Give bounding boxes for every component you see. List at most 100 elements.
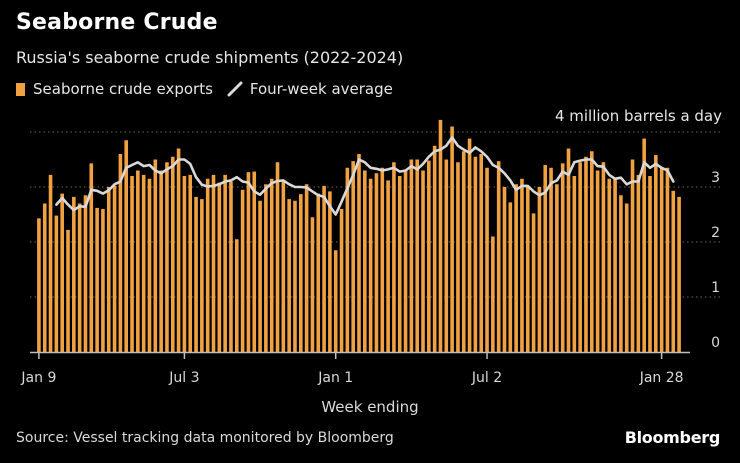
bar <box>415 159 420 352</box>
bar <box>485 167 489 352</box>
bar <box>450 126 454 352</box>
bar <box>543 165 548 352</box>
bar <box>223 174 227 352</box>
bar <box>205 178 210 352</box>
y-tick-label: 2 <box>711 225 720 241</box>
bar <box>275 162 280 352</box>
bar <box>624 203 629 352</box>
bar <box>287 199 291 352</box>
bar <box>106 187 111 352</box>
legend-average-label: Four-week average <box>249 80 393 98</box>
bar <box>165 162 169 352</box>
bar <box>368 178 373 352</box>
bar <box>339 209 344 352</box>
bar <box>258 200 262 352</box>
bar <box>217 182 222 352</box>
bar <box>159 170 163 352</box>
bar <box>427 160 431 352</box>
bar <box>531 213 536 352</box>
x-tick-label: Jul 2 <box>471 370 502 386</box>
bar <box>42 203 47 352</box>
x-axis-title: Week ending <box>321 398 419 416</box>
bar <box>572 176 577 352</box>
bar <box>560 163 565 352</box>
bar <box>654 155 658 352</box>
bar <box>421 170 425 352</box>
bar <box>549 167 553 352</box>
x-tick-label: Jan 1 <box>317 370 353 386</box>
bar <box>659 167 664 352</box>
bar <box>200 199 204 352</box>
bar <box>147 178 152 352</box>
bar <box>363 170 367 352</box>
bar <box>351 161 355 352</box>
bar <box>66 229 70 352</box>
bar <box>607 178 612 352</box>
bar <box>473 156 478 352</box>
bar <box>304 184 309 352</box>
source-note: Source: Vessel tracking data monitored b… <box>16 430 394 446</box>
bar <box>508 202 513 352</box>
bar <box>636 174 641 352</box>
bar <box>578 162 582 352</box>
bar <box>374 173 379 352</box>
y-tick-label: 0 <box>711 335 720 351</box>
x-tick-label: Jan 9 <box>20 370 56 386</box>
bar <box>269 178 274 352</box>
bar <box>555 184 559 352</box>
bar <box>130 176 134 352</box>
bar <box>54 215 59 352</box>
bar <box>77 203 82 352</box>
bar <box>677 196 681 352</box>
legend-item-average: Four-week average <box>227 80 393 98</box>
bar <box>409 159 414 352</box>
chart-title: Seaborne Crude <box>16 10 218 35</box>
legend: Seaborne crude exports Four-week average <box>16 80 407 98</box>
bar <box>456 162 460 352</box>
bar <box>141 174 146 352</box>
bar <box>83 195 88 352</box>
bar <box>665 167 670 352</box>
bloomberg-logo: Bloomberg <box>624 428 721 447</box>
bar <box>601 162 606 352</box>
bar <box>333 250 338 352</box>
bar <box>619 195 623 352</box>
legend-line-swatch <box>227 81 243 97</box>
bar <box>397 176 402 352</box>
bar <box>386 180 390 352</box>
bar <box>153 159 158 352</box>
bar <box>194 196 198 352</box>
bar <box>118 154 123 352</box>
bar <box>89 163 94 352</box>
chart-subtitle: Russia's seaborne crude shipments (2022-… <box>16 48 404 67</box>
bar <box>176 148 181 352</box>
bar <box>380 167 385 352</box>
bar <box>444 159 449 352</box>
bar <box>648 176 652 352</box>
legend-bar-swatch <box>16 82 25 96</box>
bar <box>438 119 443 353</box>
bar <box>479 154 484 352</box>
bar <box>566 148 571 352</box>
bar <box>60 193 64 352</box>
bar <box>188 174 193 352</box>
bar <box>136 170 140 352</box>
bar <box>671 190 676 352</box>
bar <box>595 170 600 352</box>
bar <box>537 187 542 352</box>
bar <box>461 151 466 352</box>
bar <box>310 217 315 352</box>
bar <box>432 145 437 352</box>
y-tick-label: 1 <box>711 280 720 296</box>
bar <box>298 194 303 352</box>
bar <box>124 140 129 352</box>
legend-item-exports: Seaborne crude exports <box>16 80 213 98</box>
bar <box>613 178 617 352</box>
bar <box>357 154 361 352</box>
bar <box>502 187 507 352</box>
y-tick-label: 3 <box>711 170 720 186</box>
bar <box>520 178 524 352</box>
x-tick-label: Jan 28 <box>639 370 684 386</box>
bar <box>467 138 472 352</box>
bar <box>322 185 326 352</box>
